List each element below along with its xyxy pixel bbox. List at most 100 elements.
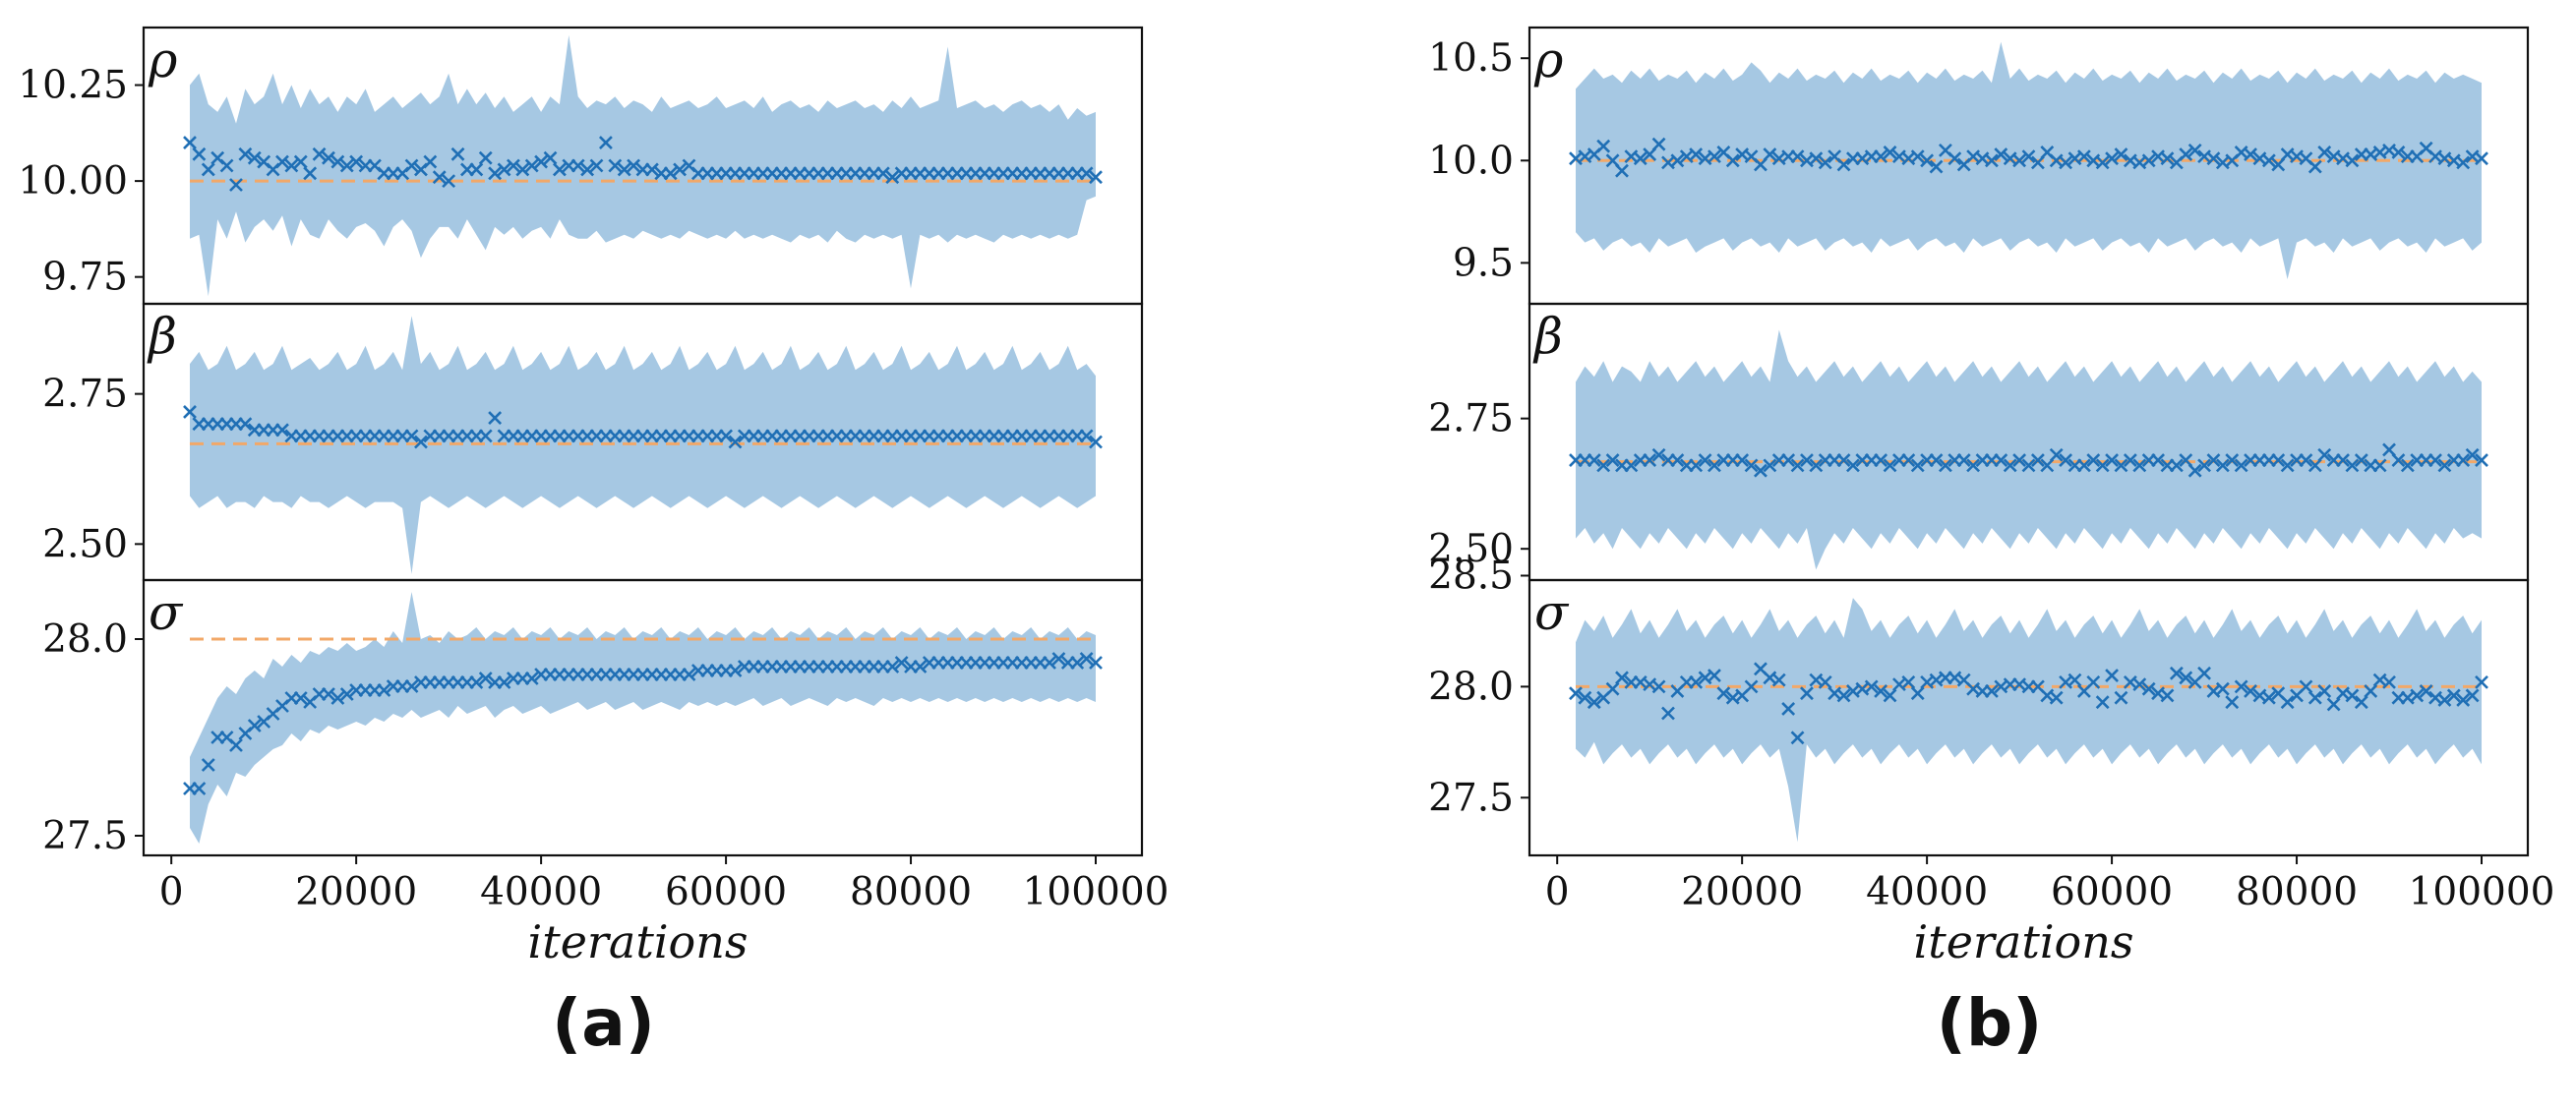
axes-frame xyxy=(142,578,1144,857)
parameter-label: ρ xyxy=(1533,31,1564,88)
estimate-marker xyxy=(1966,458,1981,473)
estimate-marker xyxy=(2179,147,2193,161)
estimate-marker xyxy=(1836,688,1851,703)
y-tick-label: 28.5 xyxy=(1428,554,1514,598)
x-tick-label: 40000 xyxy=(480,870,602,914)
estimate-marker xyxy=(2076,458,2091,473)
estimate-markers xyxy=(1569,662,2488,745)
estimate-marker xyxy=(2021,149,2036,164)
estimate-marker xyxy=(2187,143,2202,157)
estimate-marker xyxy=(1689,458,1704,473)
chart-panel-b: 9.5 10.0 10.5 ρ 2.50 2.75 β 27.5 28.0 28.5 σ 0 20000… xyxy=(1428,26,2554,1061)
estimate-marker xyxy=(627,158,641,173)
estimate-marker xyxy=(2095,155,2110,170)
estimate-marker xyxy=(2225,453,2240,467)
subplot-sigma: 27.5 28.0 σ xyxy=(42,578,1144,858)
estimate-marker xyxy=(2465,447,2480,462)
estimate-marker xyxy=(330,691,345,705)
estimate-marker xyxy=(312,146,327,161)
parameter-label: β xyxy=(147,308,177,365)
estimate-marker xyxy=(322,150,335,165)
estimate-marker xyxy=(1587,453,1601,467)
parameter-label: σ xyxy=(1534,584,1570,641)
estimate-marker xyxy=(1864,679,1879,694)
estimate-marker xyxy=(1883,146,1897,159)
estimate-marker xyxy=(2317,447,2332,462)
estimate-marker xyxy=(2197,458,2211,473)
estimate-marker xyxy=(2132,677,2147,692)
x-axis-label: iterations xyxy=(1914,915,2134,968)
estimate-marker xyxy=(1596,139,1611,153)
estimate-marker xyxy=(1651,679,1666,694)
estimate-marker xyxy=(543,150,558,165)
estimate-marker xyxy=(1651,447,1666,462)
estimate-markers xyxy=(1569,442,2488,478)
estimate-marker xyxy=(2261,690,2276,705)
subplot-rho: 9.5 10.0 10.5 ρ xyxy=(1428,26,2530,306)
estimate-marker xyxy=(229,178,243,192)
estimate-marker xyxy=(682,668,696,681)
estimate-marker xyxy=(2086,453,2101,467)
estimate-marker xyxy=(534,154,549,169)
estimate-marker xyxy=(913,660,928,673)
panel-caption: (a) xyxy=(552,985,655,1061)
estimate-marker xyxy=(1901,453,1916,467)
estimate-marker xyxy=(192,782,207,795)
estimate-marker xyxy=(524,672,539,685)
estimate-marker xyxy=(515,162,530,177)
estimate-marker xyxy=(2317,146,2332,159)
y-tick-label: 9.5 xyxy=(1453,241,1514,285)
y-tick-label: 2.75 xyxy=(1428,397,1514,441)
estimate-marker xyxy=(377,683,391,697)
estimate-marker xyxy=(2197,666,2211,680)
estimate-marker xyxy=(1836,157,1851,172)
estimate-marker xyxy=(1763,458,1777,473)
estimate-marker xyxy=(1910,458,1925,473)
estimate-marker xyxy=(1089,170,1103,185)
y-tick-label: 2.50 xyxy=(1428,527,1514,571)
estimate-marker xyxy=(284,158,299,173)
estimate-marker xyxy=(339,158,354,173)
estimate-marker xyxy=(2456,155,2471,170)
estimate-marker xyxy=(1874,149,1888,164)
estimate-marker xyxy=(1920,153,1935,168)
estimate-marker xyxy=(1089,435,1103,449)
estimate-marker xyxy=(1698,453,1712,467)
estimate-marker xyxy=(2095,458,2110,473)
parameter-label: ρ xyxy=(148,31,178,88)
estimate-marker xyxy=(2345,688,2360,703)
estimate-marker xyxy=(663,166,678,181)
estimate-marker xyxy=(2114,147,2128,161)
estimate-marker xyxy=(1994,147,2008,161)
estimate-marker xyxy=(2345,153,2360,168)
estimate-marker xyxy=(404,679,419,693)
estimate-marker xyxy=(2446,688,2461,703)
estimate-marker xyxy=(2271,453,2286,467)
estimate-marker xyxy=(1809,458,1824,473)
estimate-marker xyxy=(330,154,345,169)
estimate-marker xyxy=(478,672,493,685)
estimate-marker xyxy=(2354,453,2368,467)
estimate-marker xyxy=(1633,151,1647,166)
estimate-marker xyxy=(1079,166,1094,181)
credible-band xyxy=(1576,329,2482,570)
estimate-marker xyxy=(1910,686,1925,701)
estimate-marker xyxy=(1790,149,1805,164)
y-tick-label: 10.25 xyxy=(18,64,128,108)
estimate-marker xyxy=(2317,683,2332,698)
estimate-marker xyxy=(589,158,604,173)
estimate-marker xyxy=(1725,153,1740,168)
credible-band xyxy=(190,316,1096,574)
estimate-marker xyxy=(570,158,585,173)
estimate-marker xyxy=(2307,159,2322,174)
estimate-marker xyxy=(2086,674,2101,689)
panel-caption: (b) xyxy=(1937,985,2043,1061)
estimate-marker xyxy=(2364,683,2378,698)
estimate-marker xyxy=(1670,153,1685,168)
estimate-marker xyxy=(2280,458,2295,473)
estimate-marker xyxy=(1790,458,1805,473)
estimate-marker xyxy=(275,423,289,438)
estimate-marker xyxy=(414,435,428,449)
estimate-marker xyxy=(2049,447,2064,462)
estimate-marker xyxy=(2299,453,2313,467)
